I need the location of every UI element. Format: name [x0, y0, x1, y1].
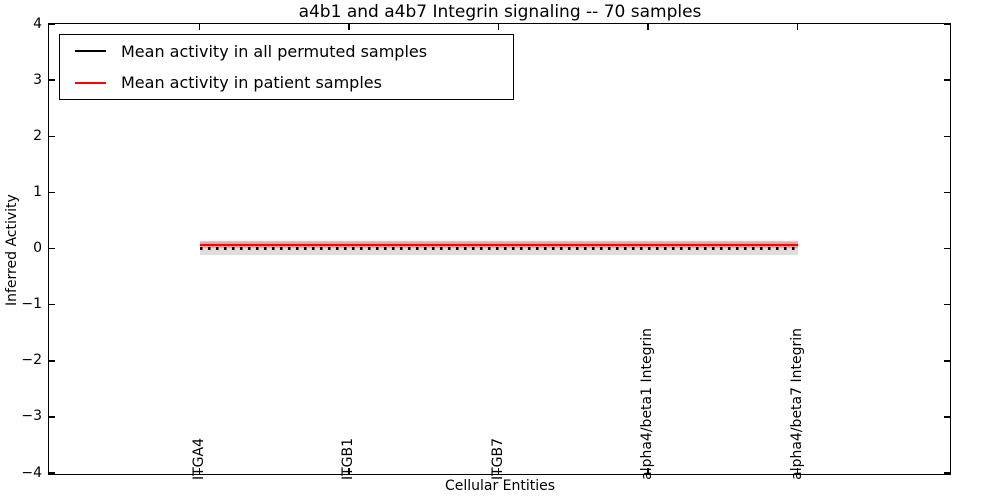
x-tick-label: ITGA4	[190, 437, 207, 480]
x-tick	[647, 468, 649, 474]
x-tick-label: alpha4/beta1 Integrin	[639, 328, 655, 480]
y-tick	[944, 79, 950, 81]
x-tick	[348, 468, 350, 474]
y-tick-label: −1	[21, 296, 42, 313]
y-tick	[944, 135, 950, 137]
chart-title: a4b1 and a4b7 Integrin signaling -- 70 s…	[298, 2, 702, 22]
y-tick	[49, 79, 55, 81]
y-tick	[944, 23, 950, 25]
y-tick	[49, 303, 55, 306]
y-tick	[49, 360, 55, 362]
y-tick-label: 0	[33, 240, 42, 256]
x-tick	[647, 24, 649, 30]
y-tick	[49, 23, 55, 25]
x-tick	[198, 24, 201, 30]
y-tick-label: −4	[21, 464, 42, 481]
x-tick	[198, 468, 201, 474]
permuted-line-swatch	[75, 50, 106, 53]
y-tick	[944, 472, 950, 474]
legend-label-patient: Mean activity in patient samples	[121, 73, 382, 93]
legend-entry-patient: Mean activity in patient samples	[60, 67, 513, 98]
y-tick-label: −3	[21, 408, 42, 425]
y-tick	[49, 135, 55, 137]
x-tick	[497, 468, 500, 474]
x-tick-label: ITGB1	[340, 437, 356, 480]
x-tick	[348, 24, 350, 30]
plot-area: Mean activity in all permuted samples Me…	[21, 16, 951, 481]
x-tick	[796, 468, 799, 474]
series-1-mean-line	[199, 243, 798, 246]
y-tick	[49, 416, 55, 418]
x-tick	[497, 24, 500, 30]
x-axis-label: Cellular Entities	[444, 478, 556, 494]
y-tick	[944, 303, 950, 306]
y-tick-label: 3	[33, 71, 42, 88]
x-tick	[796, 24, 799, 30]
y-tick	[49, 472, 55, 474]
y-tick-label: −2	[21, 352, 42, 369]
y-tick	[944, 416, 950, 418]
legend-label-permuted: Mean activity in all permuted samples	[121, 41, 428, 61]
series-0-mean-line	[199, 247, 798, 250]
y-tick	[49, 191, 55, 194]
y-tick-label: 1	[33, 183, 42, 200]
y-tick	[944, 191, 950, 194]
y-tick	[944, 360, 950, 362]
y-tick	[944, 247, 950, 250]
y-tick-label: 2	[33, 127, 42, 144]
x-tick-label: ITGB7	[489, 437, 506, 480]
legend: Mean activity in all permuted samples Me…	[59, 34, 514, 100]
x-tick-label: alpha4/beta7 Integrin	[788, 328, 805, 480]
legend-entry-permuted: Mean activity in all permuted samples	[60, 36, 513, 67]
y-tick	[49, 247, 55, 250]
patient-line-swatch	[75, 81, 106, 84]
y-tick-label: 4	[33, 15, 42, 32]
